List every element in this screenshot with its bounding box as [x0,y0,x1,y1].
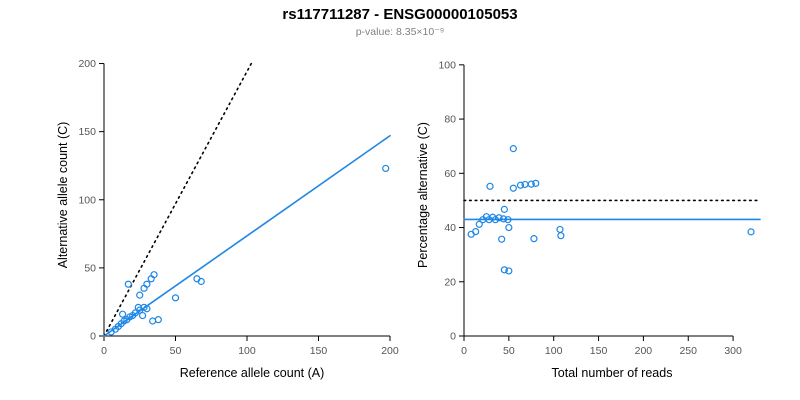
x-axis-title: Total number of reads [552,366,673,380]
y-tick-label: 100 [438,59,456,71]
x-tick-label: 0 [101,345,107,357]
axis-labels: 0 50 100 150 200 250 300 0 20 40 60 80 100 Total numb… [416,59,742,380]
x-tick-label: 150 [590,345,608,357]
y-axis-title: Alternative allele count (C) [56,122,70,269]
axis-labels: 0 50 100 150 200 0 50 100 150 200 Reference allele… [56,58,399,380]
y-axis-title: Percentage alternative (C) [416,122,430,268]
data-point [491,216,499,224]
axes [459,64,734,341]
data-point [475,220,483,228]
data-point [556,225,564,234]
data-point [504,216,512,224]
data-point [532,179,540,187]
y-tick-label: 50 [84,262,96,274]
data-point [150,271,158,279]
y-tick-label: 60 [444,168,456,180]
data-point [527,180,535,188]
x-tick-label: 150 [310,345,328,357]
data-point [505,267,513,275]
x-tick-label: 50 [170,345,182,357]
chart-title: rs117711287 - ENSG00000105053 [282,6,518,23]
x-tick-label: 200 [381,345,399,357]
x-tick-label: 50 [503,345,515,357]
data-point [498,235,506,243]
x-tick-label: 0 [461,345,467,357]
data-point [747,228,755,236]
data-point [139,311,147,320]
x-tick-label: 200 [635,345,653,357]
data-point [499,215,508,223]
right-scatter-plot: 0 50 100 150 200 250 300 0 20 40 60 80 100 Total numb… [416,59,761,380]
plots-container: 0 50 100 150 200 0 50 100 150 200 Reference allele… [52,44,772,394]
y-tick-label: 100 [78,194,96,206]
data-point [118,310,127,318]
x-tick-label: 250 [679,345,697,357]
points [107,164,390,336]
x-tick-label: 300 [724,345,742,357]
axes [99,63,391,341]
data-point [143,305,151,313]
data-point [382,164,390,173]
data-point [557,232,565,240]
data-point [149,317,157,325]
data-point [154,316,162,324]
data-point [509,145,517,153]
y-tick-label: 0 [90,331,96,343]
data-point [500,205,508,213]
y-tick-label: 0 [450,331,456,343]
chart-subtitle: p-value: 8.35×10⁻⁹ [355,26,445,38]
data-point [505,223,513,232]
data-point [171,294,180,302]
y-tick-label: 40 [444,222,456,234]
y-tick-label: 20 [444,276,456,288]
left-scatter-plot: 0 50 100 150 200 0 50 100 150 200 Reference allele… [56,58,399,380]
data-point [124,280,132,288]
data-point [197,277,205,286]
x-axis-title: Reference allele count (A) [180,366,325,380]
data-point [495,214,503,222]
data-point [472,228,480,236]
data-point [509,184,517,192]
x-tick-label: 100 [545,345,563,357]
y-tick-label: 150 [78,126,96,138]
data-point [136,291,144,299]
points [467,145,755,275]
data-point [486,182,494,190]
identity-dotted-line [103,62,253,337]
data-point [516,181,525,189]
data-point [143,280,151,288]
y-tick-label: 200 [78,58,96,70]
fit-line [103,134,391,337]
x-tick-label: 100 [238,345,256,357]
data-point [530,235,538,243]
y-tick-label: 80 [444,114,456,126]
data-point [500,266,508,274]
